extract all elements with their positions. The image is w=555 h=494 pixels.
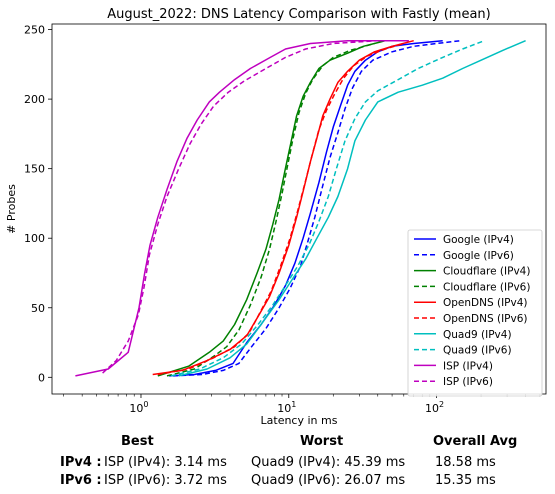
- best-header: Best: [121, 434, 154, 449]
- series-quad9-ipv4: [178, 40, 526, 377]
- legend-label-isp-ipv6: ISP (IPv6): [443, 376, 493, 388]
- overall-avg-header: Overall Avg: [433, 434, 518, 449]
- ipv6-worst: Quad9 (IPv6): 26.07 ms: [251, 473, 406, 488]
- ipv4-worst: Quad9 (IPv4): 45.39 ms: [251, 455, 406, 470]
- ipv4-avg: 18.58 ms: [435, 455, 496, 470]
- legend-label-cloudflare-ipv6: Cloudflare (IPv6): [443, 281, 530, 293]
- y-tick-label-50: 50: [31, 302, 45, 315]
- ipv4-best: ISP (IPv4): 3.14 ms: [104, 455, 227, 470]
- ipv6-avg: 15.35 ms: [435, 473, 496, 488]
- y-tick-label-100: 100: [24, 232, 45, 245]
- summary-table: Best Worst Overall Avg IPv4 : ISP (IPv4)…: [0, 428, 555, 494]
- x-tick-label-10: 101: [277, 400, 296, 415]
- ipv6-best: ISP (IPv6): 3.72 ms: [104, 473, 227, 488]
- worst-header: Worst: [300, 434, 344, 449]
- legend-label-quad9-ipv4: Quad9 (IPv4): [443, 329, 512, 341]
- axis-layer: 0 50 100 150 200 250 100 101 102: [24, 24, 541, 415]
- legend-label-isp-ipv4: ISP (IPv4): [443, 360, 493, 372]
- series-quad9-ipv6: [171, 39, 485, 377]
- series-google-ipv4: [169, 39, 443, 377]
- y-tick-label-150: 150: [24, 163, 45, 176]
- legend: Google (IPv4) Google (IPv6) Cloudflare (IP…: [407, 229, 543, 397]
- legend-box: [407, 229, 543, 397]
- x-axis-label: Latency in ms: [261, 414, 338, 427]
- x-tick-label-100: 102: [425, 400, 444, 415]
- series-isp-ipv6: [102, 39, 404, 374]
- y-tick-label-250: 250: [24, 24, 45, 37]
- legend-label-quad9-ipv6: Quad9 (IPv6): [443, 345, 512, 357]
- y-tick-label-0: 0: [38, 371, 45, 384]
- series-layer: [75, 39, 526, 377]
- legend-label-opendns-ipv6: OpenDNS (IPv6): [443, 313, 528, 325]
- series-opendns-ipv6: [157, 42, 405, 376]
- ipv4-row-label: IPv4 :: [60, 455, 102, 470]
- series-cloudflare-ipv6: [166, 42, 375, 377]
- y-tick-label-200: 200: [24, 93, 45, 106]
- ipv6-row-label: IPv6 :: [60, 473, 102, 488]
- series-isp-ipv4: [75, 39, 409, 377]
- legend-label-google-ipv6: Google (IPv6): [443, 250, 514, 262]
- series-cloudflare-ipv4: [157, 39, 386, 377]
- latency-cdf-chart: August_2022: DNS Latency Comparison with…: [5, 7, 547, 427]
- y-axis-label: # Probes: [5, 184, 18, 234]
- legend-label-opendns-ipv4: OpenDNS (IPv4): [443, 297, 528, 309]
- legend-label-google-ipv4: Google (IPv4): [443, 234, 514, 246]
- chart-title: August_2022: DNS Latency Comparison with…: [107, 7, 490, 22]
- legend-label-cloudflare-ipv4: Cloudflare (IPv4): [443, 266, 530, 278]
- series-google-ipv6: [173, 39, 461, 377]
- x-tick-label-1: 100: [129, 400, 148, 415]
